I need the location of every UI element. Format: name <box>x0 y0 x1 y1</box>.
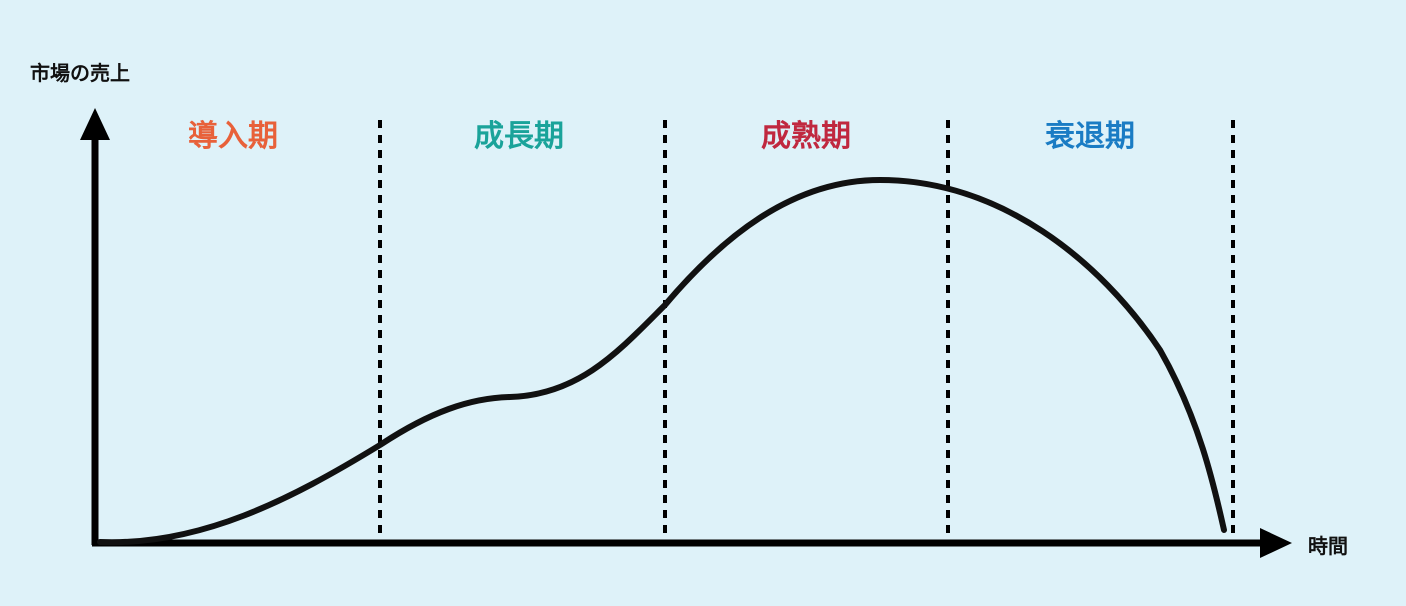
sales-curve <box>97 176 1227 546</box>
y-axis-label: 市場の売上 <box>30 61 130 85</box>
x-axis-arrow-icon <box>1260 528 1292 558</box>
stage-label-introduction: 導入期 <box>188 119 278 154</box>
x-axis-label: 時間 <box>1308 534 1348 558</box>
y-axis-arrow-icon <box>80 108 110 140</box>
stage-label-growth: 成長期 <box>474 119 564 154</box>
stage-label-maturity: 成熟期 <box>761 119 851 154</box>
stage-label-decline: 衰退期 <box>1045 119 1135 154</box>
